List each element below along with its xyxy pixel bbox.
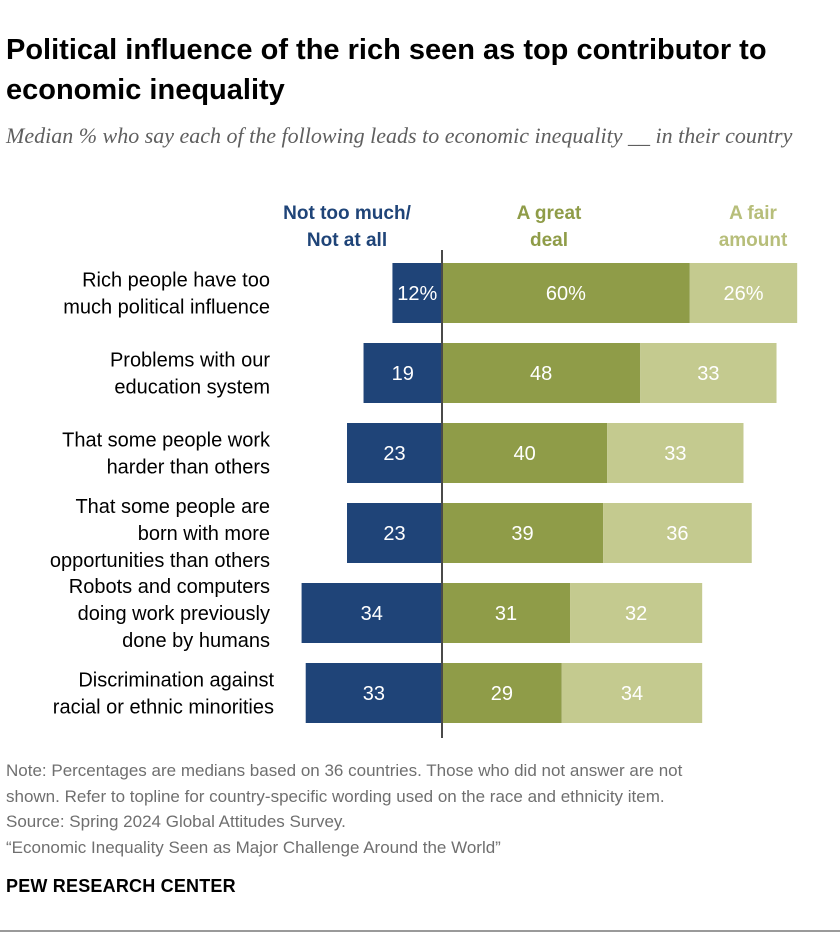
value-label-great-deal: 29 [491, 683, 513, 705]
bar-fair-amount [607, 423, 744, 483]
legend-fair-amount: A fair [729, 203, 777, 224]
report-title-line: “Economic Inequality Seen as Major Chall… [6, 837, 501, 857]
bar-great-deal [442, 663, 562, 723]
value-label-not-too-much: 34 [361, 603, 383, 625]
legend-great-deal: A great [517, 203, 582, 224]
bar-not-too-much [301, 583, 442, 643]
value-label-not-too-much: 12% [397, 283, 437, 305]
category-label: Discrimination against [78, 670, 274, 692]
bottom-divider [0, 930, 840, 932]
bar-great-deal [442, 423, 608, 483]
category-label: That some people are [75, 496, 270, 518]
category-label: born with more [138, 523, 270, 545]
bar-fair-amount [570, 583, 703, 643]
bar-great-deal [442, 263, 690, 323]
category-label: opportunities than others [50, 550, 270, 572]
value-label-fair-amount: 33 [664, 443, 686, 465]
note-line: Note: Percentages are medians based on 3… [6, 761, 683, 780]
legend-not-too-much: Not too much/ [283, 203, 411, 224]
value-labels: 12% 60% 26% 19 48 33 23 40 33 23 39 36 34 31 32 33 29 34 [361, 283, 764, 705]
diverging-bar-chart: Not too much/Not at all A great deal A fair… [50, 203, 798, 738]
category-label: done by humans [122, 630, 270, 652]
chart-notes: Note: Percentages are medians based on 3… [6, 758, 831, 860]
category-label: Rich people have too [82, 270, 270, 292]
value-label-great-deal: 39 [511, 523, 533, 545]
bar-not-too-much [347, 423, 442, 483]
category-labels: Rich people have too much political influ… [50, 270, 275, 719]
bar-not-too-much [305, 663, 442, 723]
value-label-not-too-much: 23 [383, 523, 405, 545]
legend-great-deal: deal [530, 230, 568, 251]
bar-fair-amount [561, 663, 703, 723]
category-label: doing work previously [78, 603, 270, 625]
value-label-great-deal: 60% [546, 283, 586, 305]
value-label-fair-amount: 26% [723, 283, 763, 305]
bar-fair-amount [603, 503, 752, 563]
category-label: That some people work [62, 430, 271, 452]
value-label-fair-amount: 34 [621, 683, 643, 705]
value-label-great-deal: 40 [513, 443, 535, 465]
bars [301, 263, 798, 723]
bar-great-deal [442, 503, 604, 563]
category-label: Robots and computers [69, 576, 270, 598]
legend-fair-amount: amount [719, 230, 788, 251]
legend-not-too-much: Not at all [307, 230, 387, 251]
chart-subtitle: Median % who say each of the following l… [6, 123, 793, 148]
bar-not-too-much [392, 263, 442, 323]
bar-great-deal [442, 343, 641, 403]
category-label: much political influence [63, 297, 270, 319]
category-label: harder than others [107, 457, 270, 479]
value-label-fair-amount: 33 [697, 363, 719, 385]
note-line: shown. Refer to topline for country-spec… [6, 786, 665, 806]
value-label-fair-amount: 36 [666, 523, 688, 545]
value-label-fair-amount: 32 [625, 603, 647, 625]
chart-legend: Not too much/Not at all A great deal A fair… [283, 203, 788, 251]
value-label-not-too-much: 19 [392, 363, 414, 385]
bar-great-deal [442, 583, 571, 643]
category-label: education system [114, 377, 270, 399]
category-label: racial or ethnic minorities [53, 697, 274, 719]
value-label-not-too-much: 33 [363, 683, 385, 705]
pew-research-center-logo: PEW RESEARCH CENTER [6, 876, 236, 896]
bar-fair-amount [689, 263, 798, 323]
category-label: Problems with our [110, 350, 270, 372]
chart-title: Political influence of the rich seen as … [6, 34, 767, 106]
value-label-not-too-much: 23 [383, 443, 405, 465]
value-label-great-deal: 31 [495, 603, 517, 625]
bar-not-too-much [347, 503, 442, 563]
value-label-great-deal: 48 [530, 363, 552, 385]
bar-not-too-much [363, 343, 442, 403]
source-line: Source: Spring 2024 Global Attitudes Sur… [6, 812, 346, 831]
bar-fair-amount [640, 343, 777, 403]
